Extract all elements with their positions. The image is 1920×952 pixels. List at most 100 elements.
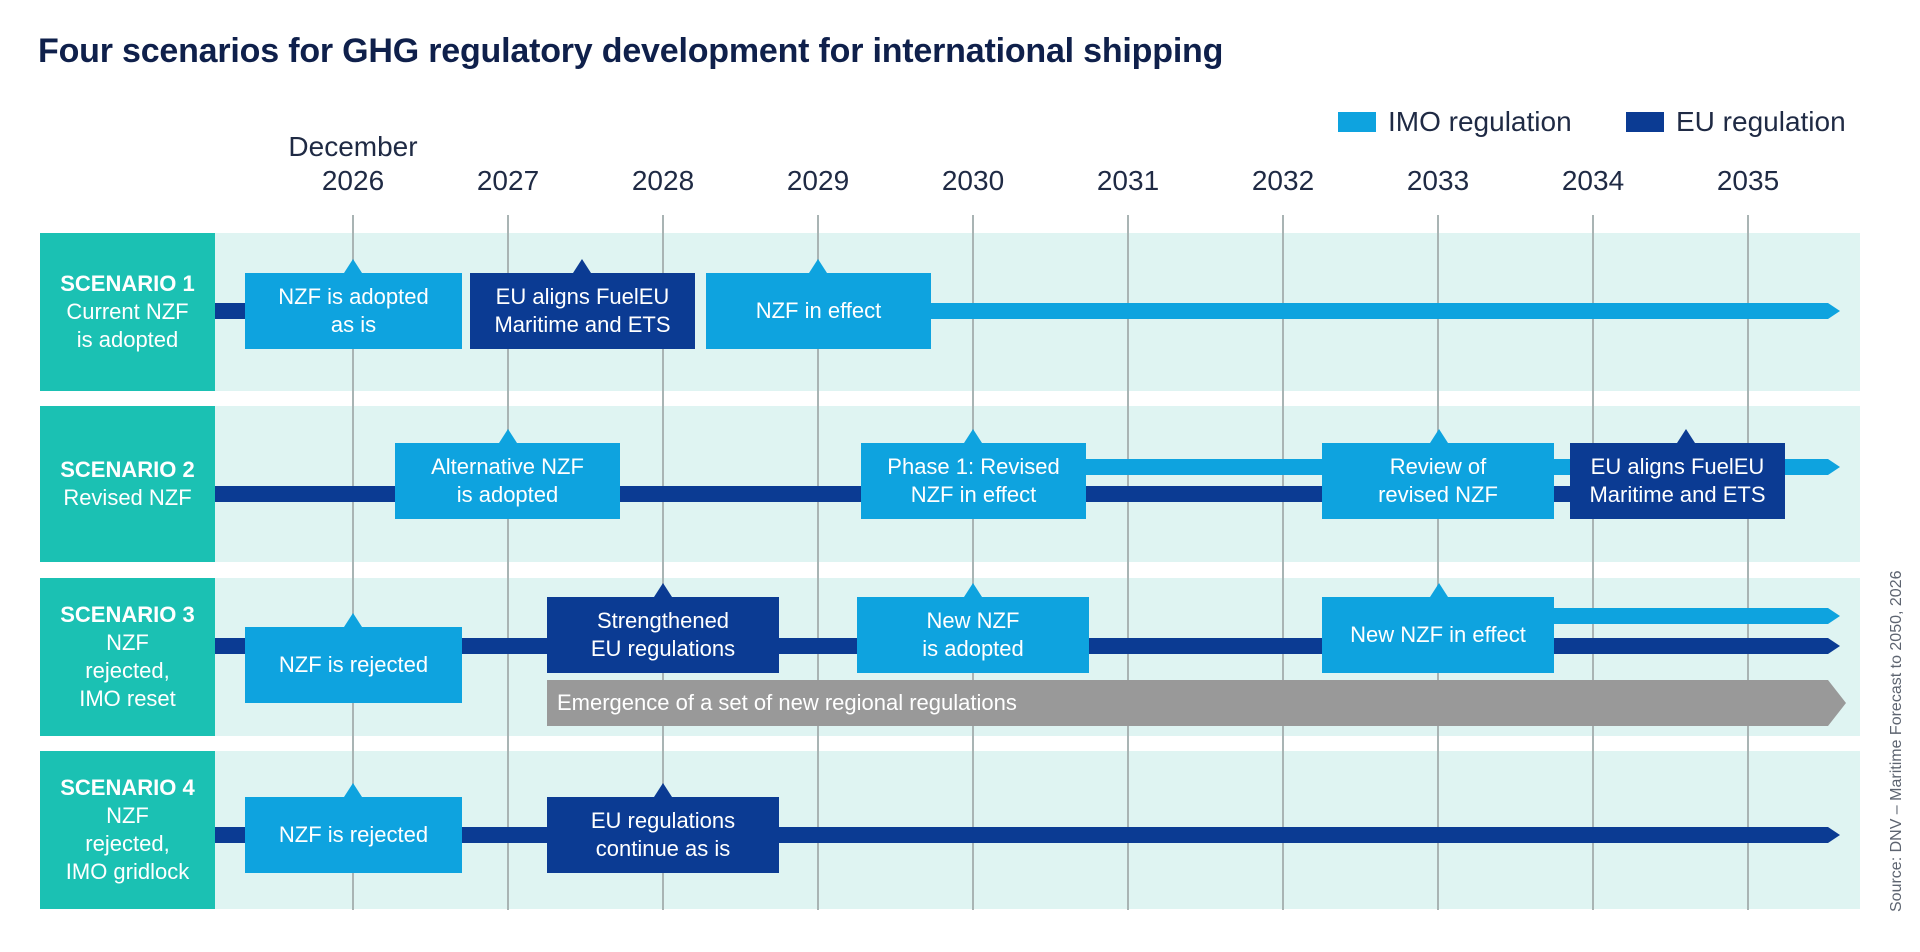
s2-event-4-notch <box>1677 429 1695 443</box>
s4-event-1-text: NZF is rejected <box>278 822 429 847</box>
s2-event-1-notch <box>499 429 517 443</box>
s2-eu-line-b <box>620 486 862 502</box>
s3-event-4-text: New NZF in effect <box>1350 622 1526 647</box>
s3-event-2-text: Strengthened EU regulations <box>590 608 736 661</box>
legend-imo: IMO regulation <box>1338 106 1572 138</box>
s3-regional-arrow <box>1828 680 1846 726</box>
s3-eu-line-d <box>1089 638 1323 654</box>
gridline-2026 <box>352 215 354 910</box>
s1-event-1-notch <box>344 259 362 273</box>
s4-eu-arrow <box>1828 827 1840 843</box>
scenario-1-description: Current NZF is adopted <box>66 299 189 352</box>
year-label-2032: 2032 <box>1251 165 1315 196</box>
s3-event-2-notch <box>654 583 672 597</box>
s1-event-1: NZF is adopted as is <box>245 259 462 349</box>
s2-event-3: Review of revised NZF <box>1322 429 1554 519</box>
gridline-2034 <box>1592 215 1594 910</box>
s3-event-1: NZF is rejected <box>245 613 462 703</box>
s2-event-4: EU aligns FuelEU Maritime and ETS <box>1570 429 1785 519</box>
scenario-3-label: SCENARIO 3 NZF rejected, IMO reset <box>40 578 215 736</box>
legend-eu: EU regulation <box>1626 106 1846 138</box>
scenario-4-name: SCENARIO 4 <box>60 775 195 800</box>
s2-event-3-text: Review of revised NZF <box>1378 454 1498 507</box>
scenario-2-name: SCENARIO 2 <box>60 457 195 482</box>
source-note: Source: DNV – Maritime Forecast to 2050,… <box>1888 570 1905 913</box>
s1-event-3-notch <box>809 259 827 273</box>
s3-event-3-notch <box>964 583 982 597</box>
s2-imo-line-a <box>1085 459 1323 475</box>
year-label-2035: 2035 <box>1716 165 1780 196</box>
s4-event-2: EU regulations continue as is <box>547 783 779 873</box>
s2-imo-line-b <box>1553 459 1571 475</box>
s3-event-4: New NZF in effect <box>1322 583 1554 673</box>
year-label-2030: 2030 <box>941 165 1005 196</box>
year-label-2029: 2029 <box>786 165 850 196</box>
s1-event-2-text: EU aligns FuelEU Maritime and ETS <box>494 284 671 337</box>
imo-swatch <box>1338 112 1376 132</box>
s1-event-2-notch <box>573 259 591 273</box>
gridline-2028 <box>662 215 664 910</box>
s3-eu-line-a <box>215 638 245 654</box>
s3-event-2: Strengthened EU regulations <box>547 583 779 673</box>
legend-eu-label: EU regulation <box>1676 106 1846 137</box>
s3-event-1-text: NZF is rejected <box>278 652 429 677</box>
s2-eu-line-c <box>1085 486 1323 502</box>
year-label-2026: 2026 <box>321 165 385 196</box>
gridline-2035 <box>1747 215 1749 910</box>
legend-imo-label: IMO regulation <box>1388 106 1572 137</box>
s3-eu-line-e <box>1553 638 1828 654</box>
s2-event-2-notch <box>964 429 982 443</box>
s2-event-2-text: Phase 1: Revised NZF in effect <box>887 454 1060 507</box>
s1-event-3-text: NZF in effect <box>755 298 882 323</box>
scenario-2-description: Revised NZF <box>63 485 192 510</box>
s2-event-1-text: Alternative NZF is adopted <box>431 454 584 507</box>
s2-event-4-text: EU aligns FuelEU Maritime and ETS <box>1589 454 1766 507</box>
scenario-1-label: SCENARIO 1 Current NZF is adopted <box>40 233 215 391</box>
s3-eu-line-b <box>462 638 547 654</box>
s3-event-4-notch <box>1430 583 1448 597</box>
s4-eu-line-a <box>215 827 245 843</box>
s2-event-2: Phase 1: Revised NZF in effect <box>861 429 1086 519</box>
s4-event-2-notch <box>654 783 672 797</box>
scenario-4-description: NZF rejected, IMO gridlock <box>65 803 190 884</box>
gridline-2030 <box>972 215 974 910</box>
s2-eu-line-a <box>215 486 395 502</box>
s2-imo-line-c <box>1784 459 1828 475</box>
s4-eu-line-c <box>779 827 1828 843</box>
scenario-2-label: SCENARIO 2 Revised NZF <box>40 406 215 562</box>
year-label-2034: 2034 <box>1561 165 1625 196</box>
gridline-2033 <box>1437 215 1439 910</box>
s2-imo-arrow <box>1828 459 1840 475</box>
eu-swatch <box>1626 112 1664 132</box>
gridline-2027 <box>507 215 509 910</box>
s3-regional-text: Emergence of a set of new regional regul… <box>557 690 1017 715</box>
s3-event-3-text: New NZF is adopted <box>922 608 1024 661</box>
s2-event-3-notch <box>1430 429 1448 443</box>
s4-eu-line-b <box>462 827 547 843</box>
scenario-1-name: SCENARIO 1 <box>60 271 195 296</box>
s1-imo-arrow <box>1828 303 1840 319</box>
s1-event-3: NZF in effect <box>706 259 931 349</box>
s1-event-2: EU aligns FuelEU Maritime and ETS <box>470 259 695 349</box>
s4-event-1-notch <box>344 783 362 797</box>
year-label-2033: 2033 <box>1406 165 1470 196</box>
s1-imo-line <box>930 303 1828 319</box>
s2-event-1: Alternative NZF is adopted <box>395 429 620 519</box>
s3-event-1-notch <box>344 613 362 627</box>
scenario-3-name: SCENARIO 3 <box>60 602 195 627</box>
year-label-2028: 2028 <box>631 165 695 196</box>
scenario-3-description: NZF rejected, IMO reset <box>79 630 176 711</box>
year-label-2027: 2027 <box>476 165 540 196</box>
s3-eu-line-c <box>779 638 857 654</box>
s2-eu-line-d <box>1553 486 1571 502</box>
s1-eu-line <box>215 303 245 319</box>
scenario-4-label: SCENARIO 4 NZF rejected, IMO gridlock <box>40 751 215 909</box>
chart-title: Four scenarios for GHG regulatory develo… <box>38 32 1224 70</box>
s3-regional-bar: Emergence of a set of new regional regul… <box>547 680 1828 726</box>
s4-event-1: NZF is rejected <box>245 783 462 873</box>
s3-eu-arrow <box>1828 638 1840 654</box>
s3-imo-arrow <box>1828 608 1840 624</box>
s3-imo-line <box>1553 608 1828 624</box>
s3-event-3: New NZF is adopted <box>857 583 1089 673</box>
gridline-2029 <box>817 215 819 910</box>
